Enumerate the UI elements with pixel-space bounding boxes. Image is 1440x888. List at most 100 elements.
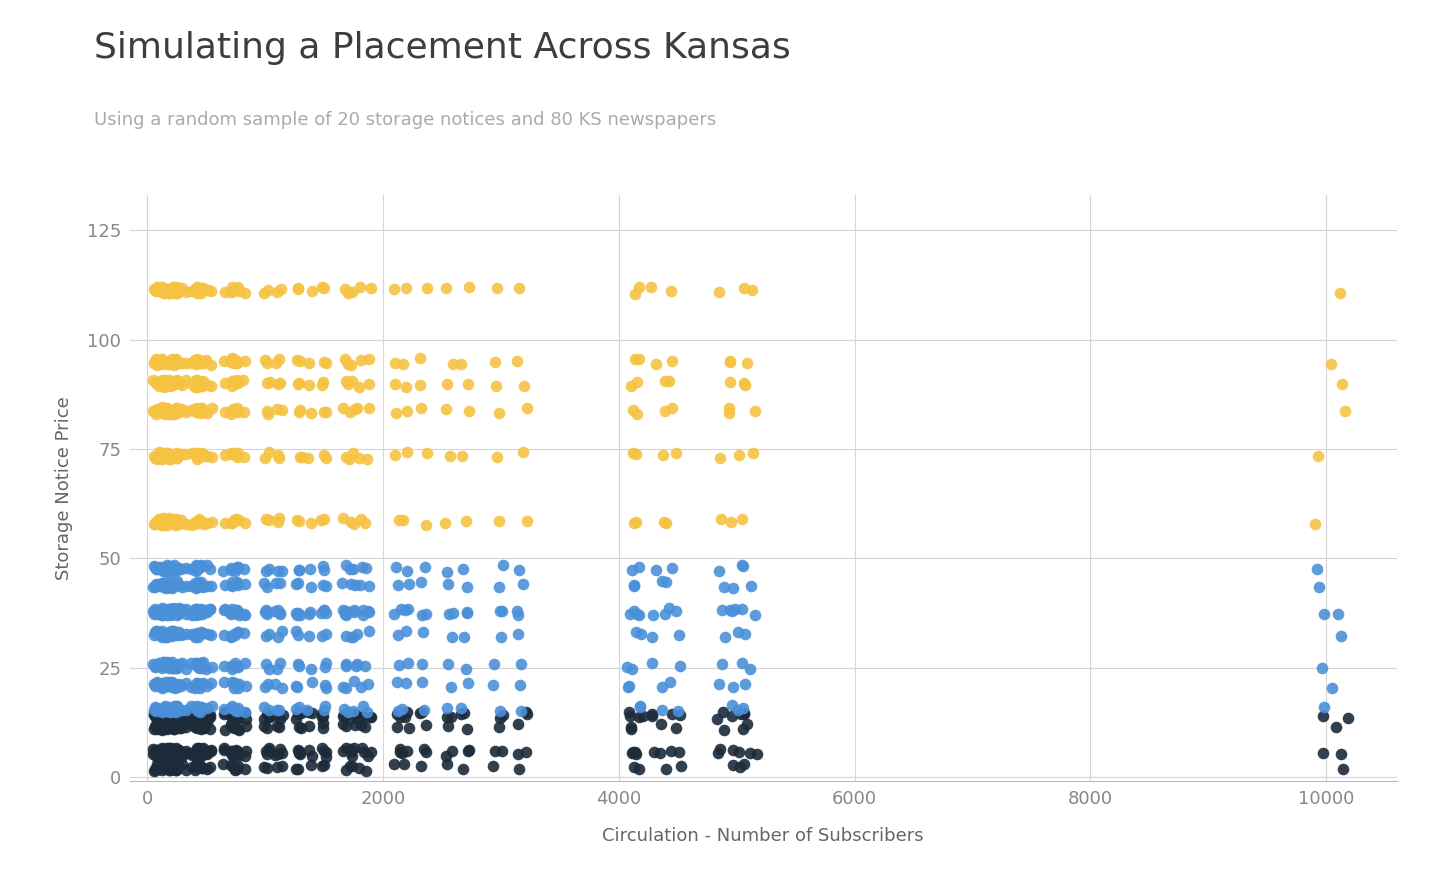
Point xyxy=(156,400,179,415)
Point xyxy=(144,718,167,733)
Point xyxy=(166,354,189,369)
Point xyxy=(711,705,734,719)
Point xyxy=(338,577,361,591)
Point xyxy=(163,511,186,526)
Point xyxy=(174,373,197,387)
Point xyxy=(156,679,179,694)
Point xyxy=(268,702,291,717)
Point xyxy=(167,601,190,615)
Point xyxy=(196,679,219,694)
Point xyxy=(151,720,174,734)
Point xyxy=(439,680,462,694)
Point xyxy=(226,746,249,760)
Point xyxy=(150,710,173,724)
Point xyxy=(187,678,210,692)
Point xyxy=(183,711,206,725)
Point xyxy=(161,708,184,722)
Point xyxy=(143,605,166,619)
Point xyxy=(219,746,242,760)
Point xyxy=(220,374,243,388)
Point xyxy=(213,285,236,299)
Point xyxy=(154,718,177,732)
Point xyxy=(338,745,361,759)
Point xyxy=(156,742,179,757)
Point xyxy=(157,515,180,529)
Point xyxy=(225,400,248,415)
Point xyxy=(311,716,334,730)
Point xyxy=(219,446,242,460)
Point xyxy=(187,356,210,370)
Point xyxy=(488,704,511,718)
Point xyxy=(312,757,336,772)
Point xyxy=(435,757,458,771)
Point xyxy=(268,655,291,670)
Point xyxy=(734,677,757,691)
Point xyxy=(166,625,189,639)
Point xyxy=(151,560,174,575)
Point xyxy=(156,749,179,763)
Point xyxy=(184,517,207,531)
Point xyxy=(184,607,207,622)
Point xyxy=(452,630,475,645)
Point xyxy=(510,703,533,718)
Point xyxy=(1326,607,1349,622)
Point xyxy=(192,374,215,388)
Point xyxy=(310,710,333,725)
Point xyxy=(200,699,223,713)
Point xyxy=(150,605,173,619)
Point xyxy=(720,710,743,724)
Point xyxy=(271,680,294,694)
Point xyxy=(730,655,753,670)
Point xyxy=(145,706,168,720)
Point xyxy=(187,710,210,725)
Point xyxy=(163,758,186,773)
Point xyxy=(222,627,245,641)
Point xyxy=(174,719,197,733)
Point xyxy=(166,563,189,577)
Point xyxy=(143,281,166,296)
Point xyxy=(213,723,236,737)
Point xyxy=(153,401,176,416)
Point xyxy=(353,720,376,734)
Point xyxy=(163,450,186,464)
Point xyxy=(163,281,186,295)
Point xyxy=(624,287,647,301)
Point xyxy=(340,749,363,763)
Point xyxy=(312,602,336,616)
Point xyxy=(183,718,206,732)
Point xyxy=(161,606,184,620)
Point xyxy=(157,607,180,622)
Point xyxy=(265,760,288,774)
Point xyxy=(347,451,370,465)
Point xyxy=(220,605,243,619)
Point xyxy=(167,721,190,735)
Point xyxy=(265,576,288,591)
Point xyxy=(156,705,179,719)
Point xyxy=(641,630,664,644)
Point xyxy=(661,707,684,721)
Point xyxy=(187,718,210,733)
Point xyxy=(454,662,477,676)
Point xyxy=(223,745,246,759)
Point xyxy=(143,719,166,733)
Point xyxy=(312,405,336,419)
Point xyxy=(1329,748,1352,762)
Point xyxy=(161,704,184,718)
Point xyxy=(252,286,275,300)
Point xyxy=(266,377,289,392)
Point xyxy=(220,602,243,616)
Point xyxy=(312,448,336,463)
Point xyxy=(163,661,186,675)
Point xyxy=(154,706,177,720)
Point xyxy=(157,627,180,641)
Point xyxy=(288,701,311,715)
Point xyxy=(219,719,242,733)
Point xyxy=(618,678,641,693)
Point xyxy=(415,607,438,621)
Point xyxy=(160,605,183,619)
Point xyxy=(439,710,462,724)
Point xyxy=(435,401,458,416)
Point xyxy=(226,711,249,725)
Point xyxy=(383,448,406,462)
Point xyxy=(144,450,167,464)
